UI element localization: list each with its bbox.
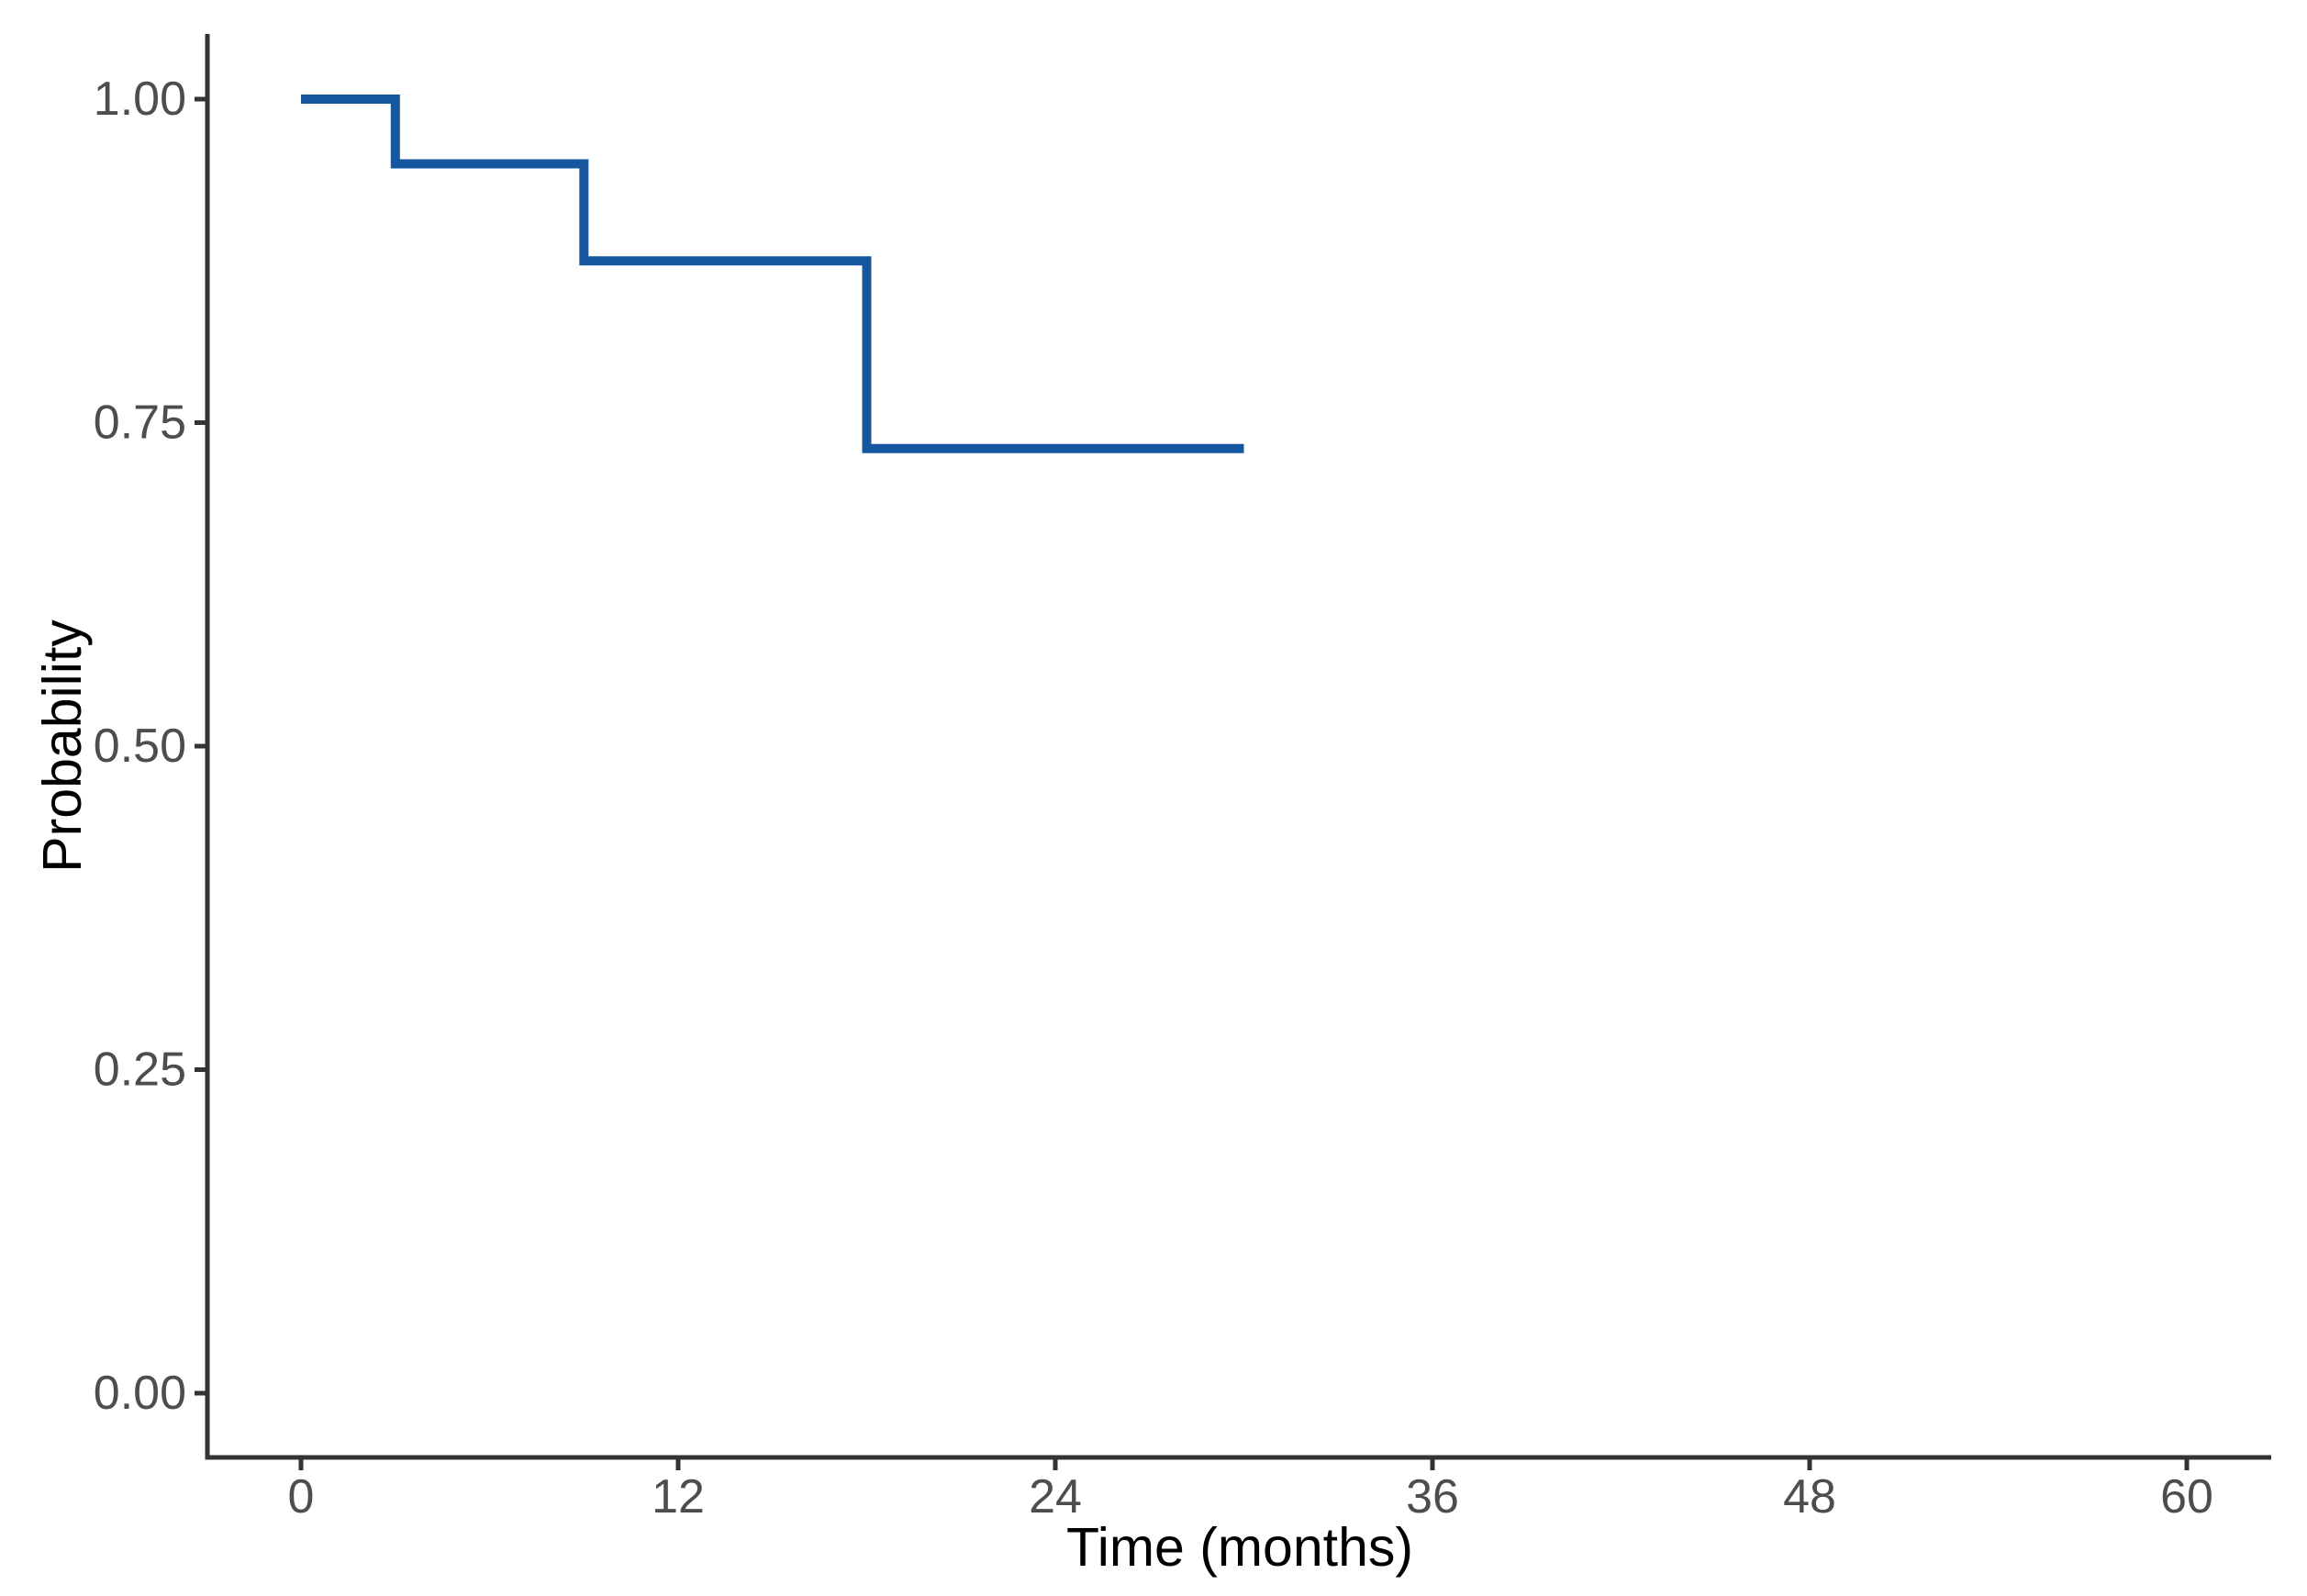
y-tick-label: 0.00 (94, 1367, 186, 1420)
survival-curve (301, 95, 1244, 453)
x-tick-label: 60 (2160, 1470, 2213, 1523)
y-tick-label: 1.00 (94, 73, 186, 126)
y-axis-ticks: 0.00 0.25 0.50 0.75 1.00 (94, 73, 207, 1420)
x-axis-title: Time (months) (1066, 1517, 1413, 1578)
x-tick-label: 48 (1783, 1470, 1836, 1523)
y-tick-label: 0.75 (94, 396, 186, 450)
y-tick-label: 0.25 (94, 1044, 186, 1097)
x-tick-label: 0 (288, 1470, 315, 1523)
x-tick-label: 12 (652, 1470, 705, 1523)
y-axis-title: Probability (32, 619, 93, 873)
x-tick-label: 24 (1029, 1470, 1082, 1523)
y-tick-label: 0.50 (94, 720, 186, 773)
x-axis-ticks: 0 12 24 36 48 60 (288, 1457, 2213, 1523)
x-tick-label: 36 (1406, 1470, 1459, 1523)
